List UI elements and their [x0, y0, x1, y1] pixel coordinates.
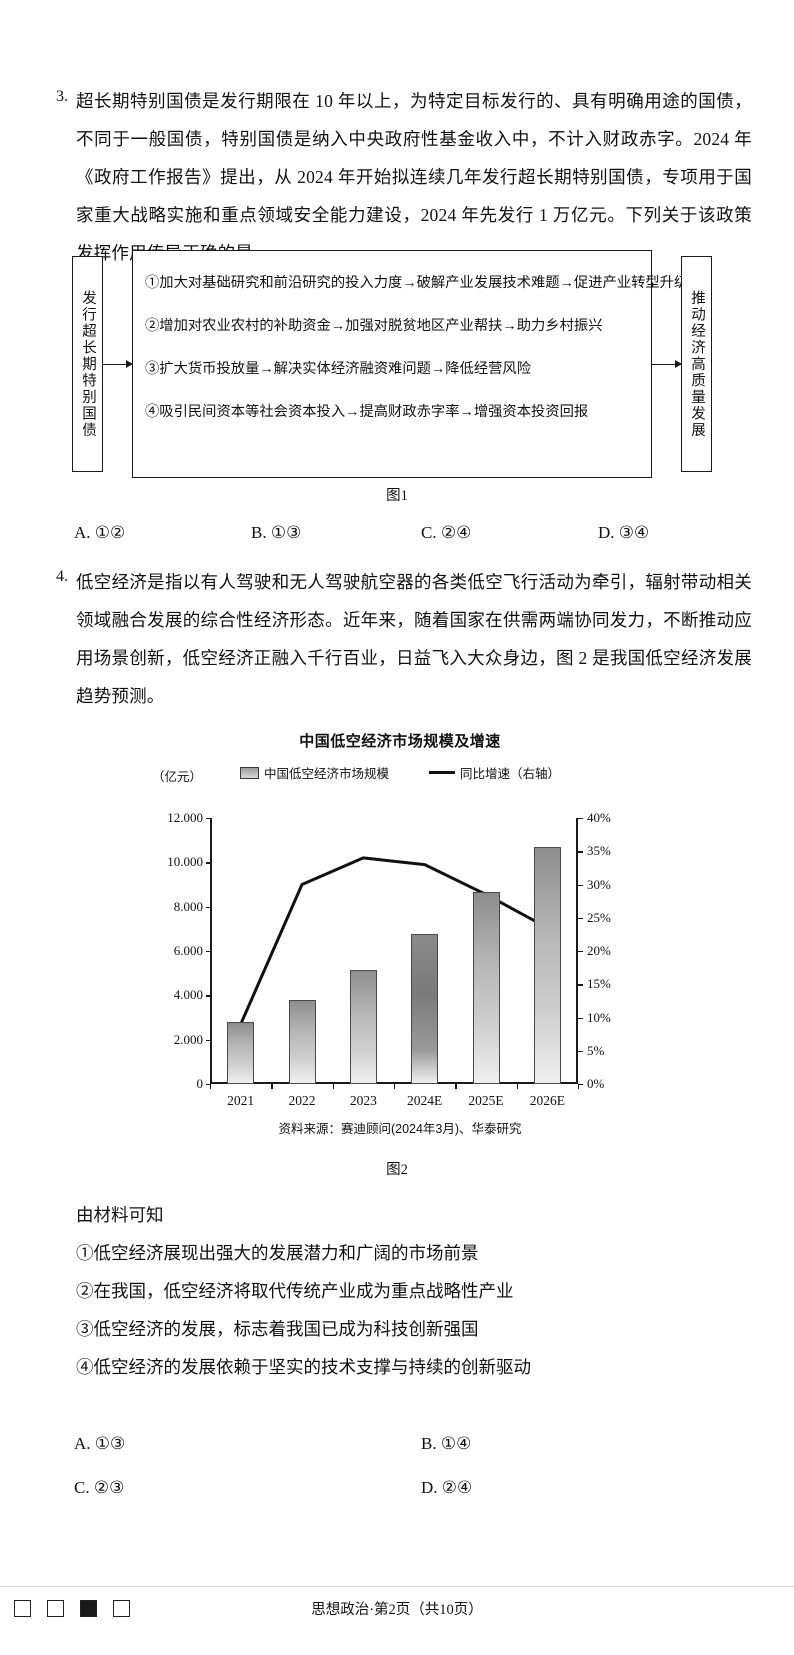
chart-figure-2: 中国低空经济市场规模及增速 中国低空经济市场规模 同比增速（右轴） （亿元） 1…	[150, 730, 650, 1150]
statement-1: ①低空经济展现出强大的发展潜力和广阔的市场前景	[76, 1243, 479, 1263]
y-axis-tick-right: 20%	[578, 943, 611, 959]
figure-1-caption: 图1	[386, 488, 408, 504]
y-axis-tick-right: 15%	[578, 976, 611, 992]
x-axis-tick-mark	[332, 1084, 335, 1089]
question-3-stem: 超长期特别国债是发行期限在 10 年以上，为特定目标发行的、具有明确用途的国债，…	[76, 82, 752, 272]
y-axis-tick-left: 10.000	[167, 854, 211, 870]
bar-swatch-icon	[239, 766, 259, 779]
x-axis-tick-mark	[516, 1084, 519, 1089]
x-axis-tick-mark	[455, 1084, 457, 1089]
chart-bar	[227, 1021, 255, 1084]
x-axis-tick-label: 2025E	[468, 1093, 504, 1108]
arrow-right-icon-2	[652, 358, 682, 371]
x-axis-tick-label: 2024E	[407, 1093, 443, 1108]
question-3-options: A. ①② B. ①③ C. ②④ D. ③④	[0, 523, 794, 549]
growth-rate-line	[239, 856, 549, 1025]
x-axis-tick-label: 2023	[349, 1093, 377, 1108]
question-4-conclusion: 由材料可知 ①低空经济展现出强大的发展潜力和广阔的市场前景 ②在我国，低空经济将…	[76, 1196, 752, 1386]
option-c[interactable]: C. ②④	[421, 523, 472, 542]
option-d[interactable]: D. ②④	[421, 1478, 473, 1497]
line-swatch-icon	[429, 771, 455, 774]
diagram-center-box: ①加大对基础研究和前沿研究的投入力度→破解产业发展技术难题→促进产业转型升级 ②…	[132, 250, 689, 478]
x-axis-tick-mark	[271, 1084, 273, 1089]
chart-bar	[349, 969, 377, 1084]
option-d[interactable]: D. ③④	[598, 523, 650, 542]
y-axis-tick-right: 0%	[578, 1076, 604, 1092]
option-b[interactable]: B. ①③	[251, 523, 302, 542]
mark-square-4	[113, 1600, 130, 1617]
x-axis-tick-mark	[394, 1084, 396, 1089]
flow-line-3: ③扩大货币投放量→解决实体经济融资难问题→降低经营风险	[145, 361, 532, 377]
statement-2: ②在我国，低空经济将取代传统产业成为重点战略性产业	[76, 1281, 514, 1301]
y-axis-tick-right: 40%	[578, 810, 611, 826]
legend-label-line: 同比增速（右轴）	[460, 767, 561, 781]
figure-2-caption: 图2	[386, 1162, 408, 1178]
chart-bar	[533, 846, 561, 1084]
footer-divider	[0, 1586, 794, 1587]
option-a[interactable]: A. ①③	[74, 1434, 126, 1453]
question-4-stem: 低空经济是指以有人驾驶和无人驾驶航空器的各类低空飞行活动为牵引，辐射带动相关领域…	[76, 563, 752, 715]
x-axis-tick-label: 2021	[227, 1093, 255, 1108]
y-axis-tick-left: 2.000	[174, 1032, 212, 1048]
y-axis-tick-left: 0	[197, 1076, 211, 1092]
x-axis-tick-label: 2022	[288, 1093, 316, 1108]
y-axis-tick-left: 6.000	[174, 943, 212, 959]
y-axis-tick-right: 30%	[578, 877, 611, 893]
x-axis-tick-mark	[210, 1084, 212, 1089]
diagram-right-box: 推动经济高质量发展	[681, 256, 712, 472]
statement-3: ③低空经济的发展，标志着我国已成为科技创新强国	[76, 1319, 479, 1339]
chart-plot-area: 12.000 10.000 8.000 6.000 4.000 2.000 0 40% 35% 3…	[167, 810, 611, 1108]
question-4-number: 4.	[56, 568, 68, 585]
chart-bar	[288, 999, 316, 1084]
x-axis-tick-mark	[578, 1084, 580, 1089]
diagram-left-box: 发行超长期特别国债	[72, 256, 103, 472]
y-axis-unit-label: （亿元）	[152, 770, 203, 784]
y-axis-tick-left: 4.000	[174, 987, 212, 1003]
y-axis-tick-right: 5%	[578, 1043, 604, 1059]
page-footer: 思想政治·第2页（共10页）	[311, 1602, 483, 1618]
legend-item-line: 同比增速（右轴）	[429, 763, 560, 782]
legend-label-bar: 中国低空经济市场规模	[263, 767, 389, 781]
question-4-options-row-1: A. ①③ B. ①④	[0, 1434, 794, 1460]
x-axis-tick-label: 2026E	[529, 1093, 565, 1108]
y-axis-tick-left: 8.000	[174, 899, 212, 915]
chart-source-note: 资料来源：赛迪顾问(2024年3月)、华泰研究	[278, 1122, 522, 1136]
legend-item-bar: 中国低空经济市场规模	[239, 763, 389, 782]
flow-line-4: ④吸引民间资本等社会资本投入→提高财政赤字率→增强资本投资回报	[145, 404, 589, 420]
question-4-paragraph: 低空经济是指以有人驾驶和无人驾驶航空器的各类低空飞行活动为牵引，辐射带动相关领域…	[76, 572, 752, 706]
y-axis-right	[576, 818, 578, 1084]
arrow-right-icon	[103, 358, 133, 371]
question-4-options-row-2: C. ②③ D. ②④	[0, 1478, 794, 1504]
option-b[interactable]: B. ①④	[421, 1434, 472, 1453]
flow-line-1: ①加大对基础研究和前沿研究的投入力度→破解产业发展技术难题→促进产业转型升级	[145, 275, 689, 291]
mark-square-3	[80, 1600, 97, 1617]
chart-title: 中国低空经济市场规模及增速	[299, 733, 501, 750]
scan-registration-marks	[14, 1600, 130, 1617]
conclusion-lead-in: 由材料可知	[76, 1205, 164, 1225]
y-axis-tick-right: 35%	[578, 843, 611, 859]
statement-4: ④低空经济的发展依赖于坚实的技术支撑与持续的创新驱动	[76, 1357, 531, 1377]
chart-bar	[411, 934, 439, 1084]
y-axis-tick-left: 12.000	[167, 810, 211, 826]
y-axis-tick-right: 25%	[578, 910, 611, 926]
option-c[interactable]: C. ②③	[74, 1478, 125, 1497]
question-3-paragraph: 超长期特别国债是发行期限在 10 年以上，为特定目标发行的、具有明确用途的国债，…	[76, 91, 752, 263]
flow-diagram-figure-1: 发行超长期特别国债 ①加大对基础研究和前沿研究的投入力度→破解产业发展技术难题→…	[72, 250, 712, 478]
flow-line-2: ②增加对农业农村的补助资金→加强对脱贫地区产业帮扶→助力乡村振兴	[145, 318, 603, 334]
mark-square-2	[47, 1600, 64, 1617]
mark-square-1	[14, 1600, 31, 1617]
chart-legend: 中国低空经济市场规模 同比增速（右轴）	[150, 763, 650, 782]
y-axis-tick-right: 10%	[578, 1010, 611, 1026]
option-a[interactable]: A. ①②	[74, 523, 126, 542]
chart-bar	[472, 892, 500, 1084]
question-3-number: 3.	[56, 88, 68, 105]
x-axis	[210, 1082, 578, 1084]
